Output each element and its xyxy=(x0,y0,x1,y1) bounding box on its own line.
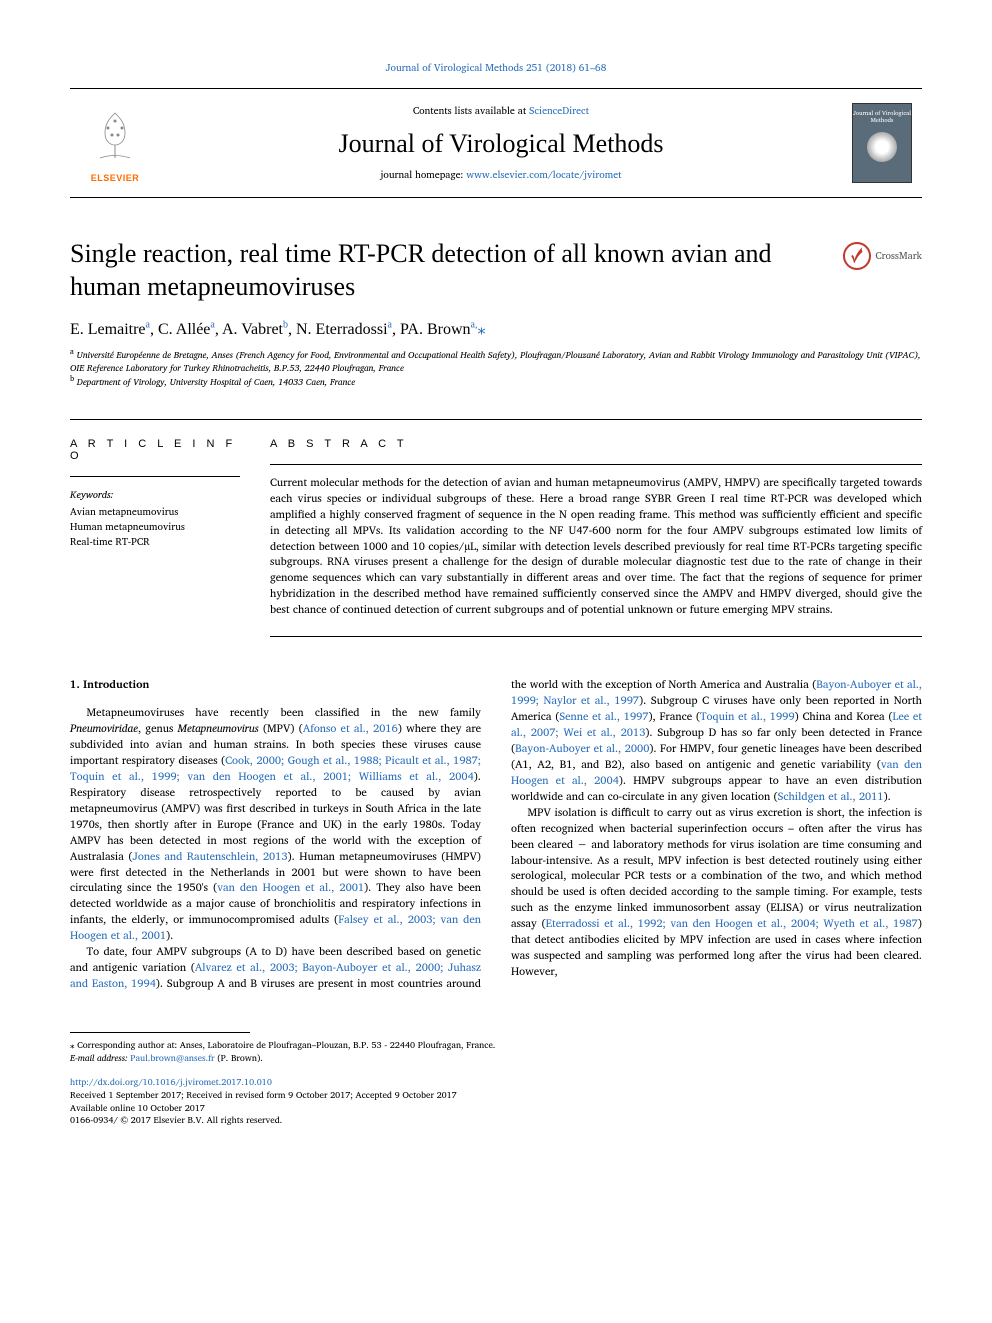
body-paragraph: Metapneumoviruses have recently been cla… xyxy=(70,705,481,944)
intro-heading: 1. Introduction xyxy=(70,677,481,693)
journal-homepage-link[interactable]: www.elsevier.com/locate/jviromet xyxy=(466,167,621,183)
homepage-prefix: journal homepage: xyxy=(381,167,467,183)
info-divider xyxy=(70,476,240,477)
journal-homepage-line: journal homepage: www.elsevier.com/locat… xyxy=(160,167,842,183)
contents-lists-line: Contents lists available at ScienceDirec… xyxy=(160,103,842,119)
elsevier-logo: ELSEVIER xyxy=(70,89,160,197)
abstract-divider xyxy=(270,464,922,465)
email-suffix: (P. Brown). xyxy=(215,1050,263,1065)
page-root: Journal of Virological Methods 251 (2018… xyxy=(0,0,992,1167)
corr-email-link[interactable]: Paul.brown@anses.fr xyxy=(130,1050,214,1065)
sciencedirect-link[interactable]: ScienceDirect xyxy=(529,103,589,119)
keyword-item: Real-time RT-PCR xyxy=(70,535,240,550)
author-list: E. Lemaitrea, C. Alléea, A. Vabretb, N. … xyxy=(70,319,922,339)
contents-prefix: Contents lists available at xyxy=(413,103,529,119)
body-paragraph: MPV isolation is difficult to carry out … xyxy=(511,805,922,980)
header-center: Contents lists available at ScienceDirec… xyxy=(160,89,842,197)
email-label: E-mail address: xyxy=(70,1050,130,1065)
cover-thumbnail: Journal of Virological Methods xyxy=(852,103,912,183)
crossmark-badge[interactable]: ✓ CrossMark xyxy=(843,242,922,270)
cover-graphic-icon xyxy=(867,132,897,162)
journal-name: Journal of Virological Methods xyxy=(160,129,842,159)
corresponding-author-note: ⁎ Corresponding author at: Anses, Labora… xyxy=(70,1039,922,1064)
info-abstract-row: A R T I C L E I N F O Keywords: Avian me… xyxy=(70,419,922,637)
keywords-label: Keywords: xyxy=(70,487,240,503)
journal-header: ELSEVIER Contents lists available at Sci… xyxy=(70,88,922,198)
abstract-bottom-divider xyxy=(270,636,922,637)
article-info-column: A R T I C L E I N F O Keywords: Avian me… xyxy=(70,438,270,637)
elsevier-wordmark: ELSEVIER xyxy=(91,173,140,183)
abstract-text: Current molecular methods for the detect… xyxy=(270,475,922,618)
footnote-separator xyxy=(70,1032,250,1033)
crossmark-check-icon: ✓ xyxy=(850,243,864,269)
top-citation-link: Journal of Virological Methods 251 (2018… xyxy=(70,60,922,76)
history-line: 0166-0934/ © 2017 Elsevier B.V. All righ… xyxy=(70,1114,922,1127)
title-row: Single reaction, real time RT-PCR detect… xyxy=(70,238,922,303)
keyword-item: Human metapneumovirus xyxy=(70,520,240,535)
affiliations: a Université Européenne de Bretagne, Ans… xyxy=(70,347,922,389)
article-history: Received 1 September 2017; Received in r… xyxy=(70,1089,922,1127)
keywords-list: Avian metapneumovirusHuman metapneumovir… xyxy=(70,505,240,550)
cover-title-text: Journal of Virological Methods xyxy=(853,110,911,124)
article-info-heading: A R T I C L E I N F O xyxy=(70,438,240,462)
keyword-item: Avian metapneumovirus xyxy=(70,505,240,520)
article-title: Single reaction, real time RT-PCR detect… xyxy=(70,238,823,303)
body-two-column: 1. Introduction Metapneumoviruses have r… xyxy=(70,677,922,992)
elsevier-tree-icon xyxy=(80,103,150,173)
crossmark-label: CrossMark xyxy=(875,248,922,264)
affiliation-line: a Université Européenne de Bretagne, Ans… xyxy=(70,347,922,374)
journal-cover: Journal of Virological Methods xyxy=(842,89,922,197)
citation-link[interactable]: Journal of Virological Methods 251 (2018… xyxy=(386,60,607,76)
abstract-column: A B S T R A C T Current molecular method… xyxy=(270,438,922,637)
email-line: E-mail address: Paul.brown@anses.fr (P. … xyxy=(70,1052,922,1065)
affiliation-line: b Department of Virology, University Hos… xyxy=(70,374,922,389)
crossmark-circle-icon: ✓ xyxy=(843,242,871,270)
abstract-heading: A B S T R A C T xyxy=(270,438,922,450)
